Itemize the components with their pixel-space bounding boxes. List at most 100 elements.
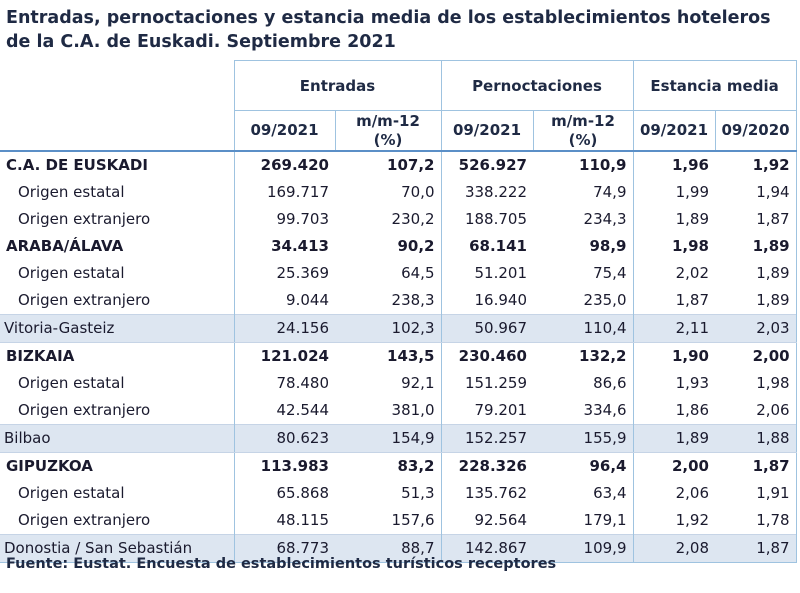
- table-row: GIPUZKOA 113.983 83,2 228.326 96,4 2,00 1,87: [0, 452, 797, 480]
- title-line-2: de la C.A. de Euskadi. Septiembre 2021: [6, 32, 396, 52]
- cell-estancia-2020: 1,89: [715, 233, 797, 260]
- cell-pernoctaciones-change: 98,9: [589, 237, 627, 255]
- cell-entradas: 269.420: [233, 151, 335, 179]
- header-pernoctaciones-change: m/m-12 (%): [532, 110, 634, 152]
- cell-entradas-change: 102,3: [335, 314, 441, 343]
- table-row: ARABA/ÁLAVA 34.413 90,2 68.141 98,9 1,98 1,89: [0, 233, 797, 260]
- header-entradas-change-line2: (%): [373, 130, 403, 149]
- cell-estancia-2020: 1,89: [715, 287, 797, 315]
- cell-estancia-2020: 1,88: [715, 424, 797, 453]
- table-row: Origen extranjero 99.703 230,2 188.705 234,3…: [0, 206, 797, 233]
- cell-estancia-2021: 1,96: [632, 151, 715, 179]
- cell-pernoctaciones-change: 155,9: [533, 424, 633, 453]
- table-row: Origen extranjero 42.544 381,0 79.201 334,6 1…: [0, 397, 797, 425]
- header-entradas-change: m/m-12 (%): [334, 110, 442, 152]
- header-entradas: Entradas: [233, 60, 442, 111]
- cell-estancia-2021: 1,89: [632, 206, 715, 233]
- table-row: BIZKAIA 121.024 143,5 230.460 132,2 1,90 2,00: [0, 342, 797, 370]
- cell-estancia-2021: 2,02: [632, 260, 715, 287]
- cell-entradas: 9.044: [233, 287, 335, 315]
- cell-entradas-change: 88,7: [335, 534, 441, 563]
- cell-pernoctaciones-change: 234,3: [583, 210, 627, 228]
- header-pernoctaciones-change-line2: (%): [568, 130, 598, 149]
- header-row-groups: Entradas Pernoctaciones Estancia media: [0, 60, 797, 111]
- cell-pernoctaciones-change: 96,4: [589, 457, 627, 475]
- cell-pernoctaciones: 68.141: [440, 233, 533, 260]
- cell-entradas: 65.868: [233, 480, 335, 507]
- data-table: Entradas Pernoctaciones Estancia media 0…: [0, 60, 797, 563]
- table-row: Vitoria-Gasteiz 24.156 102,3 50.967 110,4 2,1…: [0, 314, 797, 343]
- header-pernoctaciones: Pernoctaciones: [440, 60, 634, 111]
- cell-estancia-2021: 1,93: [632, 370, 715, 397]
- cell-pernoctaciones-change: 110,4: [533, 314, 633, 343]
- cell-entradas-change: 143,5: [387, 347, 435, 365]
- cell-estancia-2021: 2,08: [632, 534, 715, 563]
- table-row: Origen estatal 169.717 70,0 338.222 74,9 1,99…: [0, 179, 797, 206]
- cell-pernoctaciones-change: 132,2: [579, 347, 627, 365]
- table-title: Entradas, pernoctaciones y estancia medi…: [6, 6, 796, 54]
- table-row: Origen estatal 25.369 64,5 51.201 75,4 2,02 1,…: [0, 260, 797, 287]
- header-entradas-period: 09/2021: [233, 110, 336, 152]
- cell-entradas: 80.623: [233, 424, 335, 453]
- cell-entradas-change: 51,3: [401, 484, 435, 502]
- cell-entradas-change: 154,9: [335, 424, 441, 453]
- cell-estancia-2021: 2,11: [632, 314, 715, 343]
- cell-pernoctaciones: 152.257: [440, 424, 533, 453]
- cell-pernoctaciones: 142.867: [440, 534, 533, 563]
- cell-estancia-2021: 1,89: [632, 424, 715, 453]
- cell-entradas: 24.156: [233, 314, 335, 343]
- cell-entradas: 99.703: [233, 206, 335, 233]
- table-row: C.A. DE EUSKADI 269.420 107,2 526.927 110,9 1…: [0, 151, 797, 179]
- cell-estancia-2020: 1,91: [715, 480, 797, 507]
- cell-estancia-2020: 1,94: [715, 179, 797, 206]
- cell-pernoctaciones: 228.326: [440, 452, 533, 480]
- row-label: Origen estatal: [18, 374, 125, 392]
- header-pernoctaciones-change-line1: m/m-12: [551, 111, 615, 130]
- cell-pernoctaciones: 188.705: [440, 206, 533, 233]
- cell-entradas: 121.024: [233, 342, 335, 370]
- row-label: Origen extranjero: [18, 291, 151, 309]
- table-body: C.A. DE EUSKADI 269.420 107,2 526.927 110,9 1…: [0, 151, 797, 563]
- cell-estancia-2021: 1,92: [632, 507, 715, 535]
- cell-pernoctaciones: 79.201: [440, 397, 533, 425]
- table-row: Donostia / San Sebastián 68.773 88,7 142.86…: [0, 534, 797, 563]
- cell-pernoctaciones-change: 63,4: [593, 484, 627, 502]
- cell-pernoctaciones-change: 110,9: [579, 156, 627, 174]
- cell-pernoctaciones: 51.201: [440, 260, 533, 287]
- row-label: Bilbao: [0, 424, 234, 453]
- cell-pernoctaciones-change: 109,9: [533, 534, 633, 563]
- row-label: Origen estatal: [18, 264, 125, 282]
- cell-entradas: 42.544: [233, 397, 335, 425]
- cell-pernoctaciones: 338.222: [440, 179, 533, 206]
- cell-estancia-2021: 1,90: [632, 342, 715, 370]
- cell-entradas-change: 157,6: [391, 511, 435, 529]
- cell-estancia-2021: 1,86: [632, 397, 715, 425]
- cell-pernoctaciones-change: 74,9: [593, 183, 627, 201]
- cell-entradas-change: 381,0: [391, 401, 435, 419]
- header-pernoctaciones-period: 09/2021: [440, 110, 534, 152]
- cell-estancia-2021: 2,00: [632, 452, 715, 480]
- cell-estancia-2021: 2,06: [632, 480, 715, 507]
- cell-estancia-2021: 1,98: [632, 233, 715, 260]
- cell-entradas: 34.413: [233, 233, 335, 260]
- cell-estancia-2020: 1,78: [715, 507, 797, 535]
- row-label: BIZKAIA: [6, 347, 75, 365]
- cell-pernoctaciones: 526.927: [440, 151, 533, 179]
- cell-estancia-2020: 1,87: [715, 206, 797, 233]
- cell-entradas-change: 90,2: [397, 237, 435, 255]
- source-note: Fuente: Eustat. Encuesta de establecimie…: [6, 556, 557, 572]
- title-line-1: Entradas, pernoctaciones y estancia medi…: [6, 8, 771, 28]
- row-label: GIPUZKOA: [6, 457, 93, 475]
- cell-estancia-2020: 1,87: [715, 452, 797, 480]
- row-label: Donostia / San Sebastián: [0, 534, 234, 563]
- cell-estancia-2020: 2,00: [715, 342, 797, 370]
- cell-pernoctaciones-change: 235,0: [583, 291, 627, 309]
- table-row: Origen estatal 65.868 51,3 135.762 63,4 2,06 1…: [0, 480, 797, 507]
- cell-pernoctaciones: 16.940: [440, 287, 533, 315]
- cell-pernoctaciones-change: 75,4: [593, 264, 627, 282]
- cell-entradas-change: 238,3: [391, 291, 435, 309]
- cell-entradas: 25.369: [233, 260, 335, 287]
- cell-estancia-2020: 1,98: [715, 370, 797, 397]
- header-row-columns: 09/2021 m/m-12 (%) 09/2021 m/m-12 (%) 09…: [0, 110, 797, 152]
- cell-pernoctaciones-change: 86,6: [593, 374, 627, 392]
